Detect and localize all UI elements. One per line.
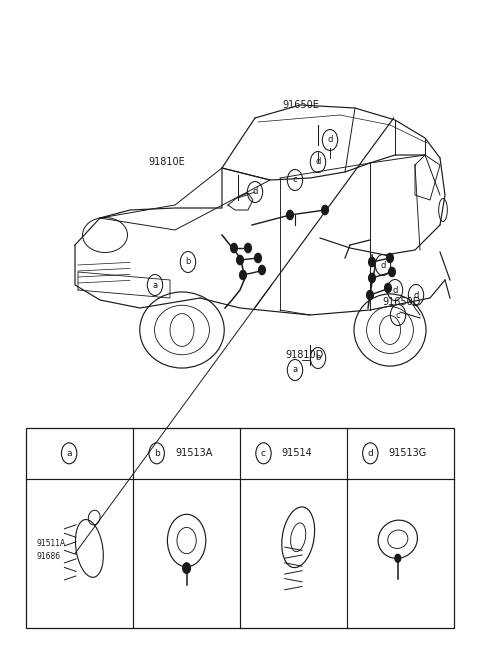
Text: d: d (392, 285, 398, 295)
Text: 91513G: 91513G (388, 448, 427, 459)
Text: b: b (315, 354, 321, 363)
Text: d: d (315, 157, 321, 167)
Circle shape (369, 257, 375, 266)
Text: b: b (154, 449, 159, 458)
Circle shape (367, 291, 373, 300)
Text: a: a (292, 365, 298, 375)
Bar (26, 428, 454, 628)
Text: 91810E: 91810E (148, 157, 185, 167)
Text: 91514: 91514 (282, 448, 312, 459)
Text: c: c (396, 310, 400, 319)
Circle shape (230, 243, 237, 253)
Text: 91513A: 91513A (175, 448, 212, 459)
Circle shape (322, 205, 328, 215)
Circle shape (389, 268, 396, 277)
Circle shape (237, 255, 243, 264)
Circle shape (287, 211, 293, 220)
Text: d: d (380, 260, 386, 270)
Text: d: d (327, 136, 333, 144)
Text: c: c (261, 449, 266, 458)
Text: a: a (153, 281, 157, 289)
Text: a: a (66, 449, 72, 458)
Circle shape (384, 283, 391, 293)
Text: 91650E: 91650E (282, 100, 319, 110)
Text: b: b (185, 258, 191, 266)
Text: c: c (293, 176, 297, 184)
Circle shape (240, 270, 246, 279)
Circle shape (245, 243, 252, 253)
Circle shape (395, 554, 401, 562)
Circle shape (369, 274, 375, 283)
Text: 91810D: 91810D (285, 350, 323, 360)
Text: d: d (413, 291, 419, 300)
Text: 91650D: 91650D (382, 297, 420, 307)
Text: d: d (367, 449, 373, 458)
Circle shape (259, 266, 265, 275)
Circle shape (183, 563, 191, 573)
Circle shape (387, 253, 394, 262)
Circle shape (254, 253, 261, 262)
Text: 91511A: 91511A (36, 539, 66, 548)
Text: d: d (252, 188, 258, 197)
Text: 91686: 91686 (36, 552, 61, 562)
